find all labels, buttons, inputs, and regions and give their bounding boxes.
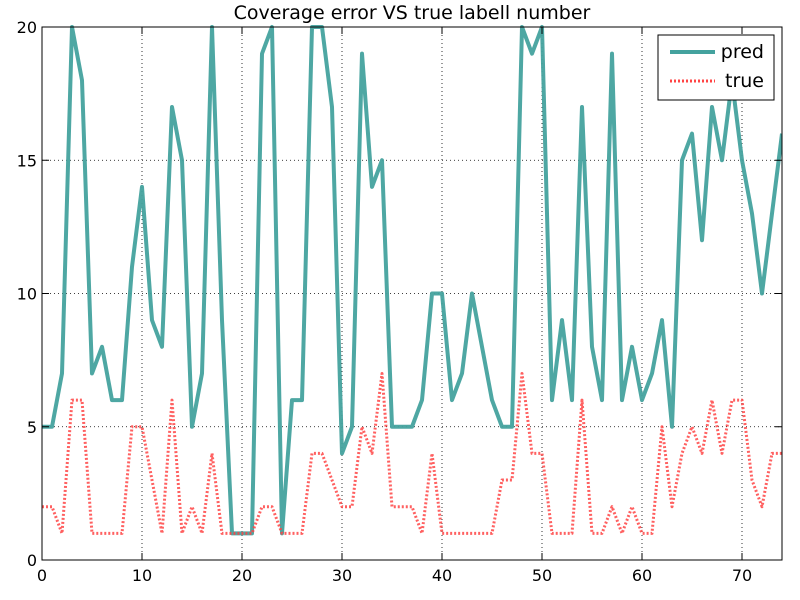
y-tick-label: 10: [17, 285, 37, 304]
x-tick-label: 20: [232, 566, 252, 585]
series-line-true: [42, 371, 782, 535]
y-tick-label: 0: [27, 551, 37, 570]
x-tick-label: 60: [632, 566, 652, 585]
x-tick-label: 30: [332, 566, 352, 585]
x-tick-label: 70: [732, 566, 752, 585]
x-tick-label: 40: [432, 566, 452, 585]
x-tick-label: 10: [132, 566, 152, 585]
x-tick-label: 50: [532, 566, 552, 585]
axis-ticks: 0 10 20 30 40 50 60 70 0 5 10 15 20: [17, 18, 782, 585]
series-layer: [42, 25, 782, 536]
y-tick-label: 20: [17, 18, 37, 37]
y-tick-label: 15: [17, 151, 37, 170]
legend: pred true: [657, 34, 775, 101]
y-tick-label: 5: [27, 418, 37, 437]
legend-box: [657, 34, 775, 101]
series-line-pred: [42, 25, 782, 536]
x-tick-label: 0: [37, 566, 47, 585]
chart-title: Coverage error VS true labell number: [234, 2, 591, 24]
legend-label-pred: pred: [721, 41, 764, 63]
legend-label-true: true: [725, 70, 764, 92]
